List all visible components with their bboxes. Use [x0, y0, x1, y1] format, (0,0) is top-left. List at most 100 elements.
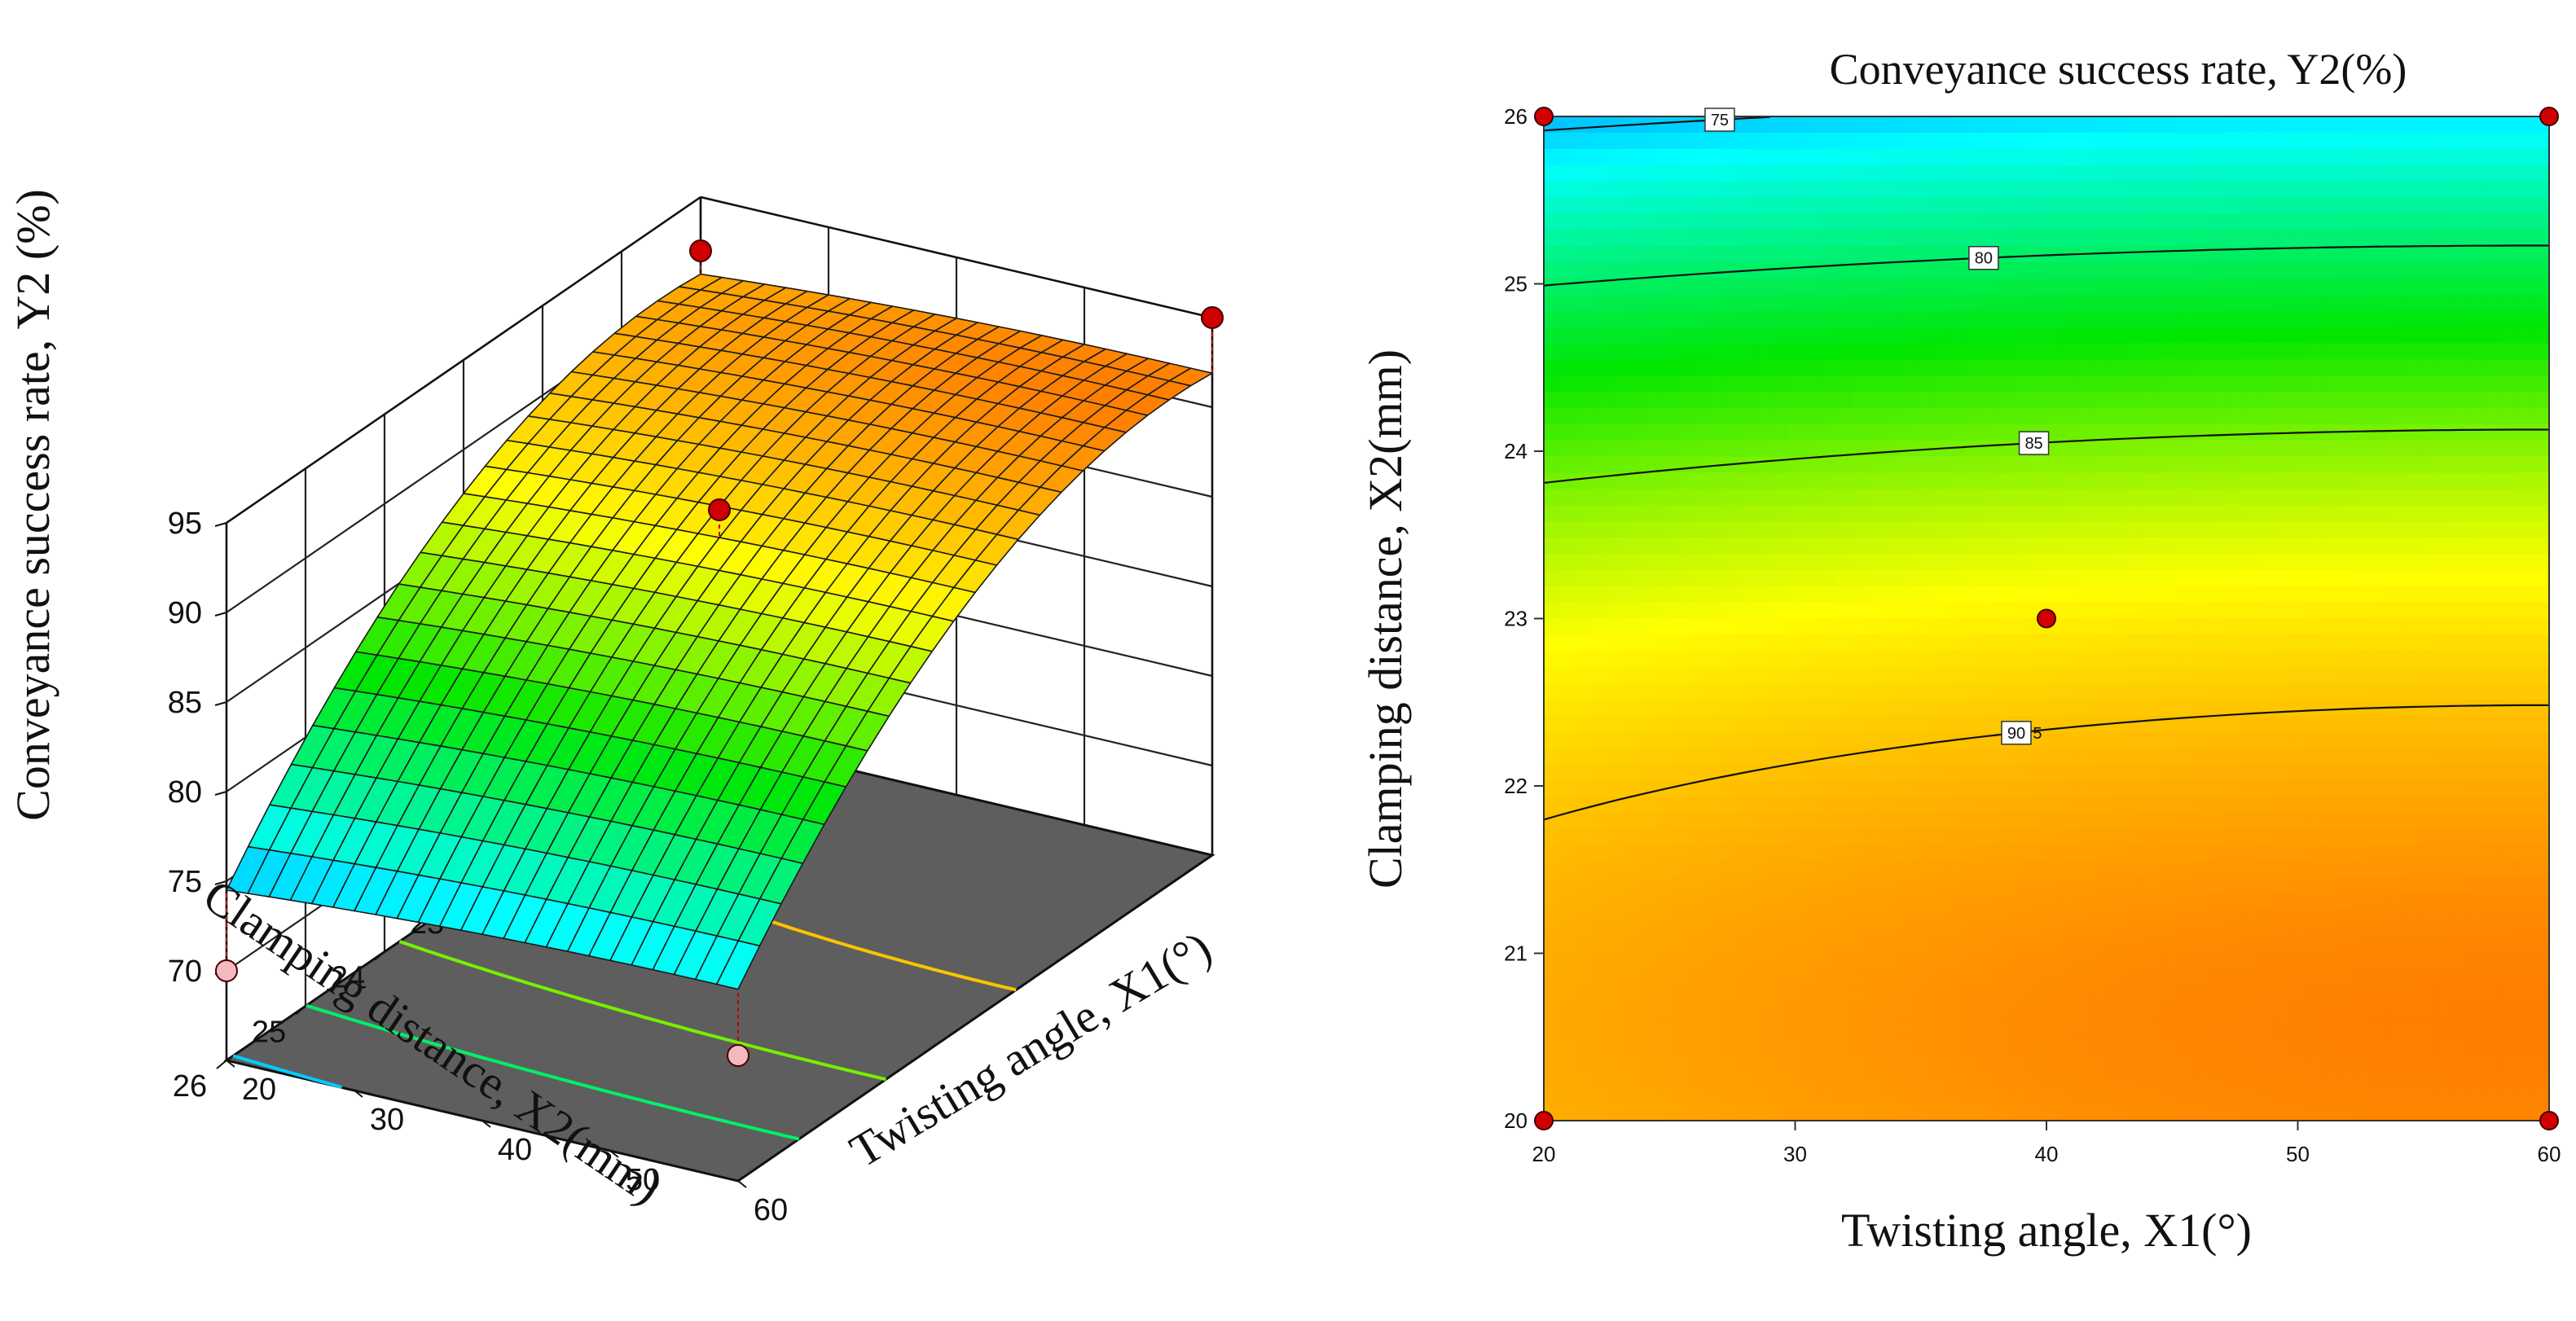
y-tick-label: 24	[331, 961, 365, 995]
contour-cell	[2030, 975, 2047, 992]
contour-cell	[2046, 213, 2064, 231]
contour-cell	[1673, 375, 1691, 393]
contour-cell	[2160, 424, 2178, 441]
contour-cell	[1787, 553, 1805, 571]
contour-cell	[1754, 538, 1772, 555]
z-tick-label: 75	[168, 865, 202, 899]
contour-cell	[2419, 456, 2437, 474]
contour-cell	[1819, 797, 1837, 814]
contour-cell	[1949, 197, 1967, 215]
contour-cell	[1721, 748, 1739, 766]
contour-cell	[2435, 1023, 2453, 1041]
contour-cell	[2209, 278, 2226, 296]
contour-cell	[1690, 651, 1707, 669]
contour-cell	[1852, 521, 1869, 538]
contour-cell	[2371, 294, 2388, 312]
contour-cell	[2127, 748, 2145, 766]
contour-cell	[1706, 553, 1723, 571]
contour-cell	[2338, 877, 2356, 895]
contour-cell	[2257, 1007, 2275, 1025]
contour-cell	[1965, 829, 1983, 846]
contour-cell	[2484, 1088, 2502, 1106]
contour-cell	[2354, 261, 2372, 279]
contour-cell	[2160, 634, 2178, 652]
contour-cell	[1884, 116, 1901, 134]
contour-cell	[2257, 1023, 2275, 1041]
contour-cell	[1592, 959, 1610, 976]
contour-cell	[2078, 553, 2096, 571]
contour-cell	[1559, 310, 1577, 328]
contour-cell	[2046, 586, 2064, 603]
contour-cell	[1770, 926, 1788, 944]
contour-cell	[1738, 715, 1756, 733]
contour-cell	[1852, 667, 1869, 684]
contour-cell	[2322, 667, 2340, 684]
contour-cell	[1754, 683, 1772, 700]
contour-cell	[1852, 586, 1869, 603]
contour-cell	[1981, 748, 1999, 766]
contour-cell	[1608, 569, 1626, 587]
contour-cell	[2224, 975, 2242, 992]
contour-cell	[1835, 310, 1853, 328]
contour-cell	[1868, 553, 1885, 571]
contour-cell	[2306, 489, 2323, 507]
contour-cell	[1949, 375, 1967, 393]
contour-cell	[2095, 424, 2112, 441]
contour-cell	[1932, 505, 1950, 523]
contour-line	[1544, 704, 2549, 821]
contour-cell	[1770, 375, 1788, 393]
contour-cell	[1852, 845, 1869, 862]
contour-cell	[1624, 230, 1642, 247]
contour-cell	[1657, 505, 1675, 523]
contour-cell	[1770, 424, 1788, 441]
contour-cell	[2386, 942, 2404, 960]
contour-cell	[1787, 683, 1805, 700]
contour-cell	[1981, 764, 1999, 782]
contour-cell	[1608, 505, 1626, 523]
contour-cell	[1787, 845, 1805, 862]
contour-cell	[1657, 538, 1675, 555]
contour-cell	[1576, 261, 1594, 279]
contour-cell	[2402, 959, 2420, 976]
contour-cell	[2533, 181, 2549, 199]
contour-cell	[1852, 910, 1869, 928]
contour-cell	[2030, 715, 2047, 733]
contour-cell	[2030, 1104, 2047, 1121]
contour-cell	[1576, 1007, 1594, 1025]
contour-cell	[2111, 553, 2129, 571]
contour-cell	[1770, 505, 1788, 523]
contour-cell	[2517, 748, 2534, 766]
contour-cell	[2435, 845, 2453, 862]
contour-cell	[2289, 683, 2307, 700]
contour-cell	[2111, 310, 2129, 328]
contour-cell	[2014, 1088, 2031, 1106]
contour-cell	[2306, 278, 2323, 296]
contour-cell	[1932, 327, 1950, 345]
contour-cell	[1657, 310, 1675, 328]
contour-cell	[2354, 602, 2372, 620]
contour-cell	[2127, 893, 2145, 911]
contour-cell	[2435, 975, 2453, 992]
contour-cell	[1819, 602, 1837, 620]
contour-cell	[2257, 667, 2275, 684]
contour-cell	[2371, 975, 2388, 992]
contour-cell	[1608, 780, 1626, 798]
contour-cell	[2176, 148, 2194, 166]
contour-cell	[2533, 246, 2549, 263]
contour-cell	[2046, 797, 2064, 814]
contour-cell	[2014, 910, 2031, 928]
contour-cell	[1624, 893, 1642, 911]
contour-cell	[2176, 165, 2194, 182]
contour-cell	[1998, 1039, 2016, 1057]
contour-cell	[2127, 1104, 2145, 1121]
contour-cell	[2240, 893, 2258, 911]
contour-cell	[2517, 456, 2534, 474]
contour-cell	[1932, 990, 1950, 1008]
contour-cell	[2209, 683, 2226, 700]
contour-cell	[1932, 683, 1950, 700]
contour-cell	[2014, 261, 2031, 279]
contour-cell	[1770, 294, 1788, 312]
contour-cell	[1949, 489, 1967, 507]
contour-cell	[2517, 310, 2534, 328]
contour-cell	[1576, 942, 1594, 960]
